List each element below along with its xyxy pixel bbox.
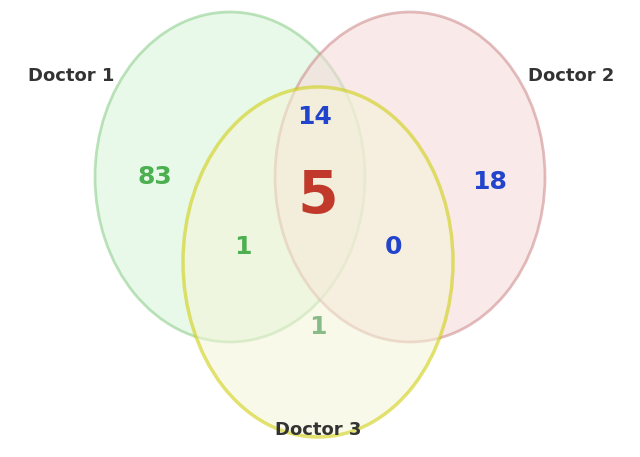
Text: 0: 0: [384, 235, 402, 259]
Ellipse shape: [183, 87, 453, 437]
Text: 5: 5: [298, 169, 339, 225]
Ellipse shape: [275, 12, 545, 342]
Text: 1: 1: [234, 235, 252, 259]
Text: Doctor 2: Doctor 2: [527, 67, 614, 85]
Text: 83: 83: [138, 165, 172, 189]
Ellipse shape: [95, 12, 365, 342]
Text: 18: 18: [472, 170, 508, 194]
Text: 14: 14: [298, 105, 332, 129]
Text: Doctor 1: Doctor 1: [28, 67, 115, 85]
Text: Doctor 3: Doctor 3: [275, 421, 361, 439]
Text: 1: 1: [309, 315, 327, 339]
